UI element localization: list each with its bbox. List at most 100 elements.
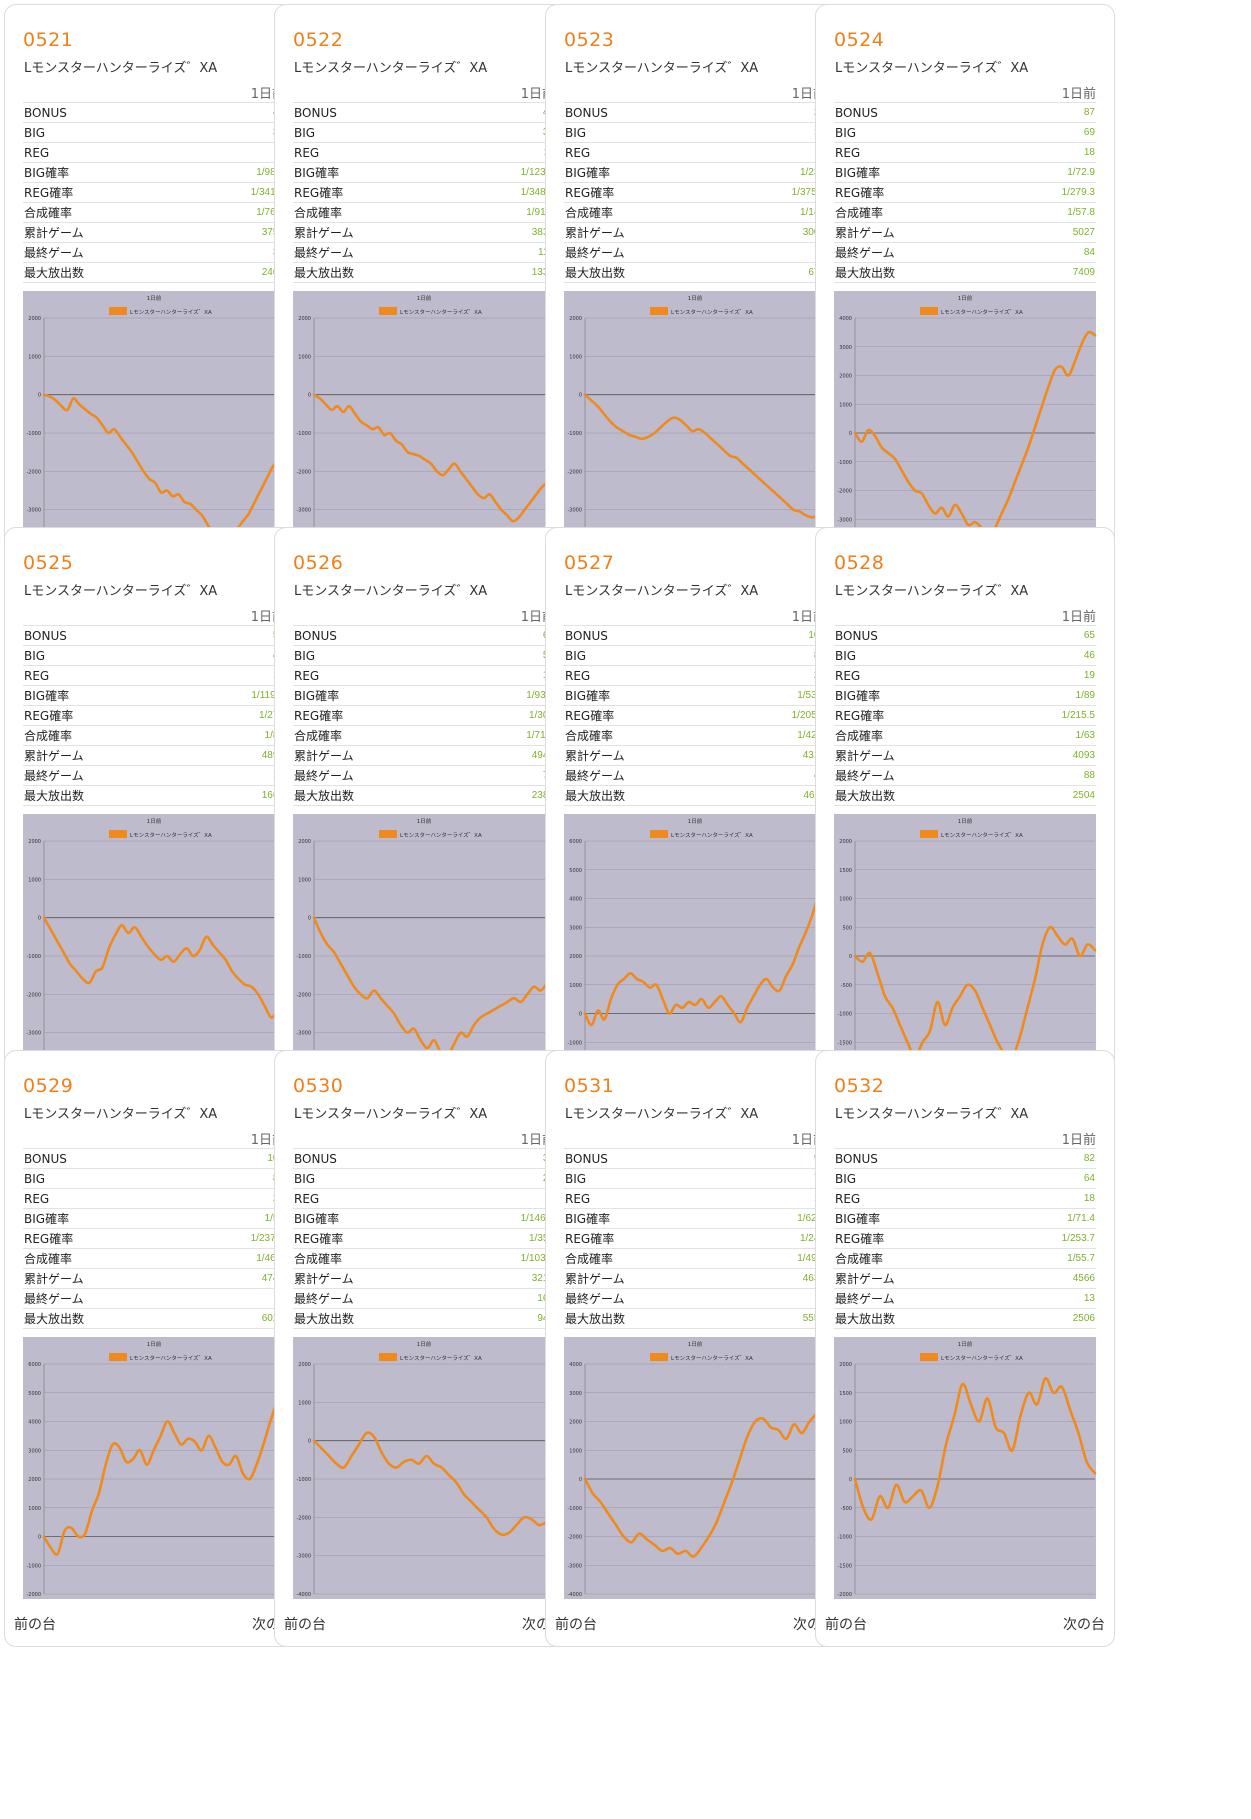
- machine-number[interactable]: 0531: [564, 1075, 615, 1097]
- prev-machine-link[interactable]: 前の台: [284, 1617, 326, 1633]
- y-tick-label: -4000: [296, 1592, 311, 1598]
- stat-label: REG確率: [293, 705, 470, 726]
- machine-number[interactable]: 0532: [834, 1075, 885, 1097]
- machine-number[interactable]: 0522: [293, 29, 344, 51]
- machine-number[interactable]: 0525: [23, 552, 74, 574]
- stat-row: REG20: [23, 1188, 285, 1209]
- stat-row: BIG確率 1/71.4: [834, 1208, 1096, 1229]
- stat-label: REG確率: [293, 1228, 460, 1249]
- chart-title: 1日前: [688, 294, 703, 302]
- stat-row: 最大放出数 2404: [23, 262, 285, 283]
- stat-row: 合成確率 1/49.9: [564, 1248, 826, 1269]
- stat-row: 合成確率 1/103.7: [293, 1248, 555, 1269]
- machine-number[interactable]: 0530: [293, 1075, 344, 1097]
- stat-value: 2506: [1000, 1308, 1096, 1329]
- y-tick-label: -1000: [296, 1477, 311, 1483]
- machine-number[interactable]: 0523: [564, 29, 615, 51]
- machine-number[interactable]: 0526: [293, 552, 344, 574]
- chart-title: 1日前: [417, 817, 432, 825]
- stat-label: REG確率: [564, 182, 731, 203]
- y-tick-label: 0: [308, 1439, 311, 1445]
- stat-row: REG確率 1/309: [293, 705, 555, 726]
- stat-label: REG: [293, 1188, 460, 1209]
- prev-machine-link[interactable]: 前の台: [825, 1617, 867, 1633]
- series-line: [853, 1377, 1096, 1521]
- stat-label: REG: [834, 142, 1001, 163]
- machine-number[interactable]: 0529: [23, 1075, 74, 1097]
- machine-card[interactable]: 0531 Lモンスターハンターライズ゛XA 1日前 BONUS93BIG74REG19…: [545, 1050, 845, 1647]
- stat-row: BIG13: [564, 122, 826, 143]
- stat-row: BONUS102: [23, 1148, 285, 1169]
- stat-label: 合成確率: [293, 202, 460, 223]
- stat-row: 合成確率 1/71.7: [293, 725, 555, 746]
- stat-value: 1/244: [740, 1228, 826, 1249]
- y-tick-label: 500: [842, 1448, 852, 1454]
- y-tick-label: -1500: [837, 1040, 852, 1046]
- stat-row: 累計ゲーム 4944: [293, 745, 555, 766]
- stat-value: 11: [189, 142, 285, 163]
- machine-card[interactable]: 0521 Lモンスターハンターライズ゛XA 1日前 BONUS49BIG38REG11…: [4, 4, 304, 601]
- stat-label: 累計ゲーム: [293, 745, 470, 766]
- stat-row: 累計ゲーム 3003: [564, 222, 826, 243]
- stat-value: 1/71.4: [1000, 1208, 1096, 1229]
- prev-machine-link[interactable]: 前の台: [555, 1617, 597, 1633]
- stat-value: 69: [469, 625, 555, 646]
- stat-label: 最大放出数: [23, 262, 190, 283]
- stat-value: 31: [459, 122, 555, 143]
- y-tick-label: 1000: [298, 1400, 311, 1406]
- stat-label: BIG: [834, 122, 1001, 143]
- chart-svg: 1日前 Lモンスターハンターライズ゛XA 2000 1000 0 -1000 -2000 -3…: [296, 1340, 555, 1598]
- stat-value: 102: [730, 625, 826, 646]
- stat-value: 1/231: [730, 162, 826, 183]
- y-tick-label: -2000: [567, 1535, 582, 1541]
- stat-value: 1/46.6: [189, 1248, 285, 1269]
- stat-label: BIG確率: [564, 685, 731, 706]
- y-tick-label: -2000: [837, 1592, 852, 1598]
- stat-row: BIG74: [564, 1168, 826, 1189]
- machine-name: Lモンスターハンターライズ゛XA: [835, 584, 1029, 599]
- machine-number[interactable]: 0524: [834, 29, 885, 51]
- prev-machine-link[interactable]: 前の台: [14, 1617, 56, 1633]
- stat-label: 合成確率: [293, 725, 470, 746]
- stat-label: 最終ゲーム: [293, 765, 470, 786]
- y-tick-label: 1000: [839, 1420, 852, 1426]
- stat-value: 5551: [740, 1308, 826, 1329]
- y-tick-label: 1000: [569, 1448, 582, 1454]
- stat-value: 87: [1000, 102, 1096, 123]
- machine-number[interactable]: 0527: [564, 552, 615, 574]
- y-tick-label: 2000: [28, 839, 41, 845]
- machine-number[interactable]: 0521: [23, 29, 74, 51]
- stat-value: 1/279.3: [1000, 182, 1096, 203]
- stat-label: 最大放出数: [293, 1308, 460, 1329]
- chart-title: 1日前: [688, 1340, 703, 1348]
- slump-chart: 1日前 Lモンスターハンターライズ゛XA 4000 3000 2000 1000 0 -100…: [834, 291, 1096, 553]
- slump-chart: 1日前 Lモンスターハンターライズ゛XA 2000 1000 0 -1000 -2000 -3…: [23, 291, 285, 553]
- machine-card[interactable]: 0528 Lモンスターハンターライズ゛XA 1日前 BONUS 65 BIG 46 REG 19…: [815, 527, 1115, 1124]
- legend-swatch: [109, 307, 127, 315]
- machine-card[interactable]: 0525 Lモンスターハンターライズ゛XA 1日前 BONUS59BIG41REG18…: [4, 527, 304, 1124]
- stat-value: 3830: [459, 222, 555, 243]
- stat-value: 1/272: [191, 705, 285, 726]
- machine-name: Lモンスターハンターライズ゛XA: [294, 584, 488, 599]
- slump-chart: 1日前 Lモンスターハンターライズ゛XA 4000 3000 2000 1000 0 -100…: [564, 1337, 826, 1599]
- stat-row: 最大放出数 6025: [23, 1308, 285, 1329]
- stat-value: 30: [189, 242, 285, 263]
- stat-row: 累計ゲーム 4093: [834, 745, 1096, 766]
- machine-number[interactable]: 0528: [834, 552, 885, 574]
- machine-card[interactable]: 0526 Lモンスターハンターライズ゛XA 1日前 BONUS69BIG53REG16…: [274, 527, 574, 1124]
- next-machine-link[interactable]: 次の台: [1063, 1617, 1105, 1633]
- machine-name: Lモンスターハンターライズ゛XA: [294, 1107, 488, 1122]
- stat-row: 最大放出数 1333: [293, 262, 555, 283]
- stat-row: REG8: [564, 142, 826, 163]
- machine-card[interactable]: 0532 Lモンスターハンターライズ゛XA 1日前 BONUS 82 BIG 64 REG 18…: [815, 1050, 1115, 1647]
- chart-title: 1日前: [147, 817, 162, 825]
- stat-row: 最大放出数4611: [564, 785, 826, 806]
- machine-card[interactable]: 0524 Lモンスターハンターライズ゛XA 1日前 BONUS 87 BIG 69 REG 18…: [815, 4, 1115, 601]
